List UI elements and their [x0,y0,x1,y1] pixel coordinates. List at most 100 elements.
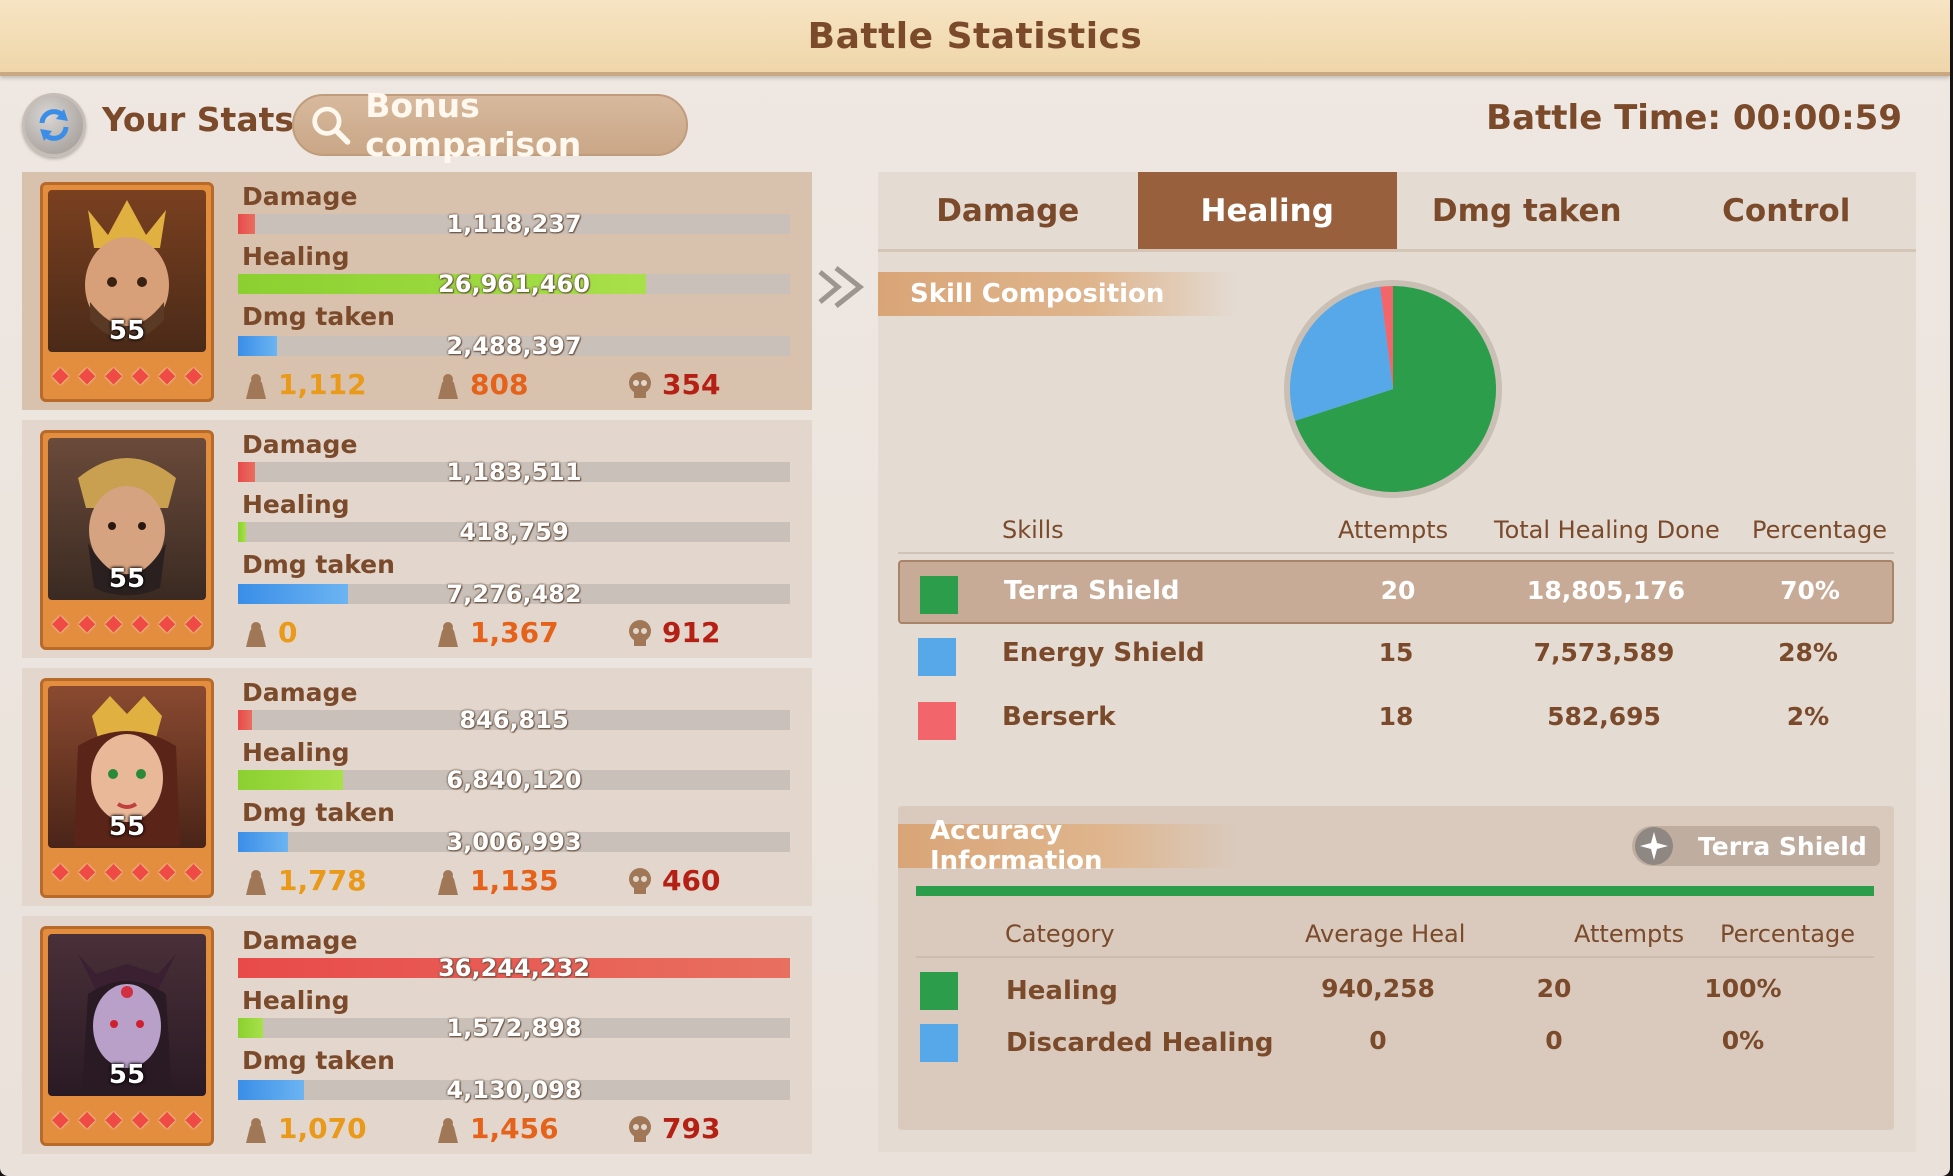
dmg-taken-bar: 4,130,098 [238,1076,790,1104]
accuracy-bar [916,886,1874,896]
search-icon [312,106,351,145]
severely-wounded-value: 1,456 [470,1112,559,1145]
healing-bar: 6,840,120 [238,766,790,794]
healing-bar: 1,572,898 [238,1014,790,1042]
damage-label: Damage [242,926,358,955]
title-bar: Battle Statistics [0,0,1950,76]
bonus-comparison-label: Bonus comparison [365,86,582,164]
damage-bar: 1,183,511 [238,458,790,486]
hero-row-2[interactable]: 55 ◆ ◆ ◆ ◆ ◆ ◆ Damage 1,183,511 Healing 418,7… [22,420,812,658]
severely-wounded-value: 1,135 [470,864,559,897]
category-header: Category [1005,920,1115,948]
bar-fill [238,1018,263,1038]
healing-value: 6,840,120 [446,766,582,794]
skill-row[interactable]: Energy Shield 15 7,573,589 28% [898,624,1894,688]
skill-attempts: 18 [1378,702,1414,731]
accuracy-banner: Accuracy Information [898,816,1238,876]
damage-label: Damage [242,182,358,211]
kills-icon [246,1117,266,1143]
dmg-taken-value: 3,006,993 [446,828,582,856]
battle-time: Battle Time: 00:00:59 [1486,98,1902,138]
stats-tabs: Damage Healing Dmg taken Control [878,172,1916,252]
skill-total: 582,695 [1547,702,1661,731]
dmg-taken-label: Dmg taken [242,550,395,579]
skill-percentage: 28% [1778,638,1838,667]
category-color-swatch [920,1024,958,1062]
bar-fill [238,214,255,234]
selected-skill-label: Terra Shield [1698,831,1867,861]
average-heal: 940,258 [1321,974,1435,1003]
sparkle-icon [1635,827,1673,865]
kills-value: 1,070 [278,1112,367,1145]
tab-dmg-taken[interactable]: Dmg taken [1431,192,1622,229]
healing-value: 26,961,460 [438,270,590,298]
bar-fill [238,274,647,294]
skill-composition-banner: Skill Composition [878,272,1238,316]
percentage-header: Percentage [1720,920,1856,948]
hero-row-4[interactable]: 55 ◆ ◆ ◆ ◆ ◆ ◆ Damage 36,244,232 Healing 1,57… [22,916,812,1154]
skull-icon [629,619,651,646]
category-percentage: 0% [1721,1026,1765,1055]
pie-slice-berserk [1380,286,1393,389]
kills-icon [246,621,266,647]
skill-row[interactable]: Berserk 18 582,695 2% [898,688,1894,752]
refresh-icon[interactable] [22,93,86,157]
hero-portrait-frame: 55 ◆ ◆ ◆ ◆ ◆ ◆ [40,430,214,650]
skill-selector[interactable]: Terra Shield [1632,826,1880,866]
skill-attempts: 20 [1380,576,1416,605]
hero-portrait-frame: 55 ◆ ◆ ◆ ◆ ◆ ◆ [40,182,214,402]
star-rating: ◆ ◆ ◆ ◆ ◆ ◆ [51,858,203,884]
tab-control[interactable]: Control [1722,192,1851,229]
hero-row-3[interactable]: 55 ◆ ◆ ◆ ◆ ◆ ◆ Damage 846,815 Healing 6,840,1… [22,668,812,906]
kills-icon [246,373,266,399]
hero-portrait: 55 [48,438,206,600]
dead-stat: 354 [624,368,720,401]
wounded-icon [438,373,458,399]
damage-bar: 36,244,232 [238,954,790,982]
skill-pie-chart [1284,280,1502,498]
skill-attempts: 15 [1378,638,1414,667]
your-stats-label[interactable]: Your Stats [102,100,295,139]
hero-portrait: 55 [48,190,206,352]
dmg-taken-bar: 2,488,397 [238,332,790,360]
bonus-comparison-button[interactable]: Bonus comparison [292,86,688,164]
kills-stat: 0 [240,616,297,649]
bar-fill [238,584,349,604]
percentage-header: Percentage [1752,516,1888,544]
dead-stat: 460 [624,864,720,897]
skill-row[interactable]: Terra Shield 20 18,805,176 70% [898,560,1894,624]
bar-fill [238,710,252,730]
bar-fill [238,832,288,852]
damage-label: Damage [242,430,358,459]
double-chevron-right-icon[interactable] [816,262,870,312]
hero-portrait: 55 [48,934,206,1096]
hero-portrait-frame: 55 ◆ ◆ ◆ ◆ ◆ ◆ [40,926,214,1146]
skill-color-swatch [918,638,956,676]
bar-fill [238,1080,305,1100]
skull-icon [629,371,651,398]
hero-row-1[interactable]: 55 ◆ ◆ ◆ ◆ ◆ ◆ Damage 1,118,237 Healing 26,96… [22,172,812,410]
dmg-taken-bar: 7,276,482 [238,580,790,608]
skills-header: Skills [1002,516,1064,544]
skill-composition-title: Skill Composition [910,279,1165,309]
severely-wounded-stat: 808 [432,368,528,401]
skill-percentage: 2% [1786,702,1830,731]
healing-value: 418,759 [459,518,569,546]
kills-stat: 1,778 [240,864,367,897]
hero-portrait: 55 [48,686,206,848]
tab-healing[interactable]: Healing [1137,172,1397,249]
damage-bar: 846,815 [238,706,790,734]
tab-damage[interactable]: Damage [936,192,1080,229]
bar-fill [238,770,343,790]
kills-value: 1,112 [278,368,367,401]
healing-label: Healing [242,986,350,1015]
hero-level: 55 [108,316,146,346]
damage-value: 1,118,237 [446,210,582,238]
dmg-taken-label: Dmg taken [242,798,395,827]
severely-wounded-stat: 1,456 [432,1112,559,1145]
pie-slice-terra-shield [1295,286,1496,492]
kills-stat: 1,112 [240,368,367,401]
damage-bar: 1,118,237 [238,210,790,238]
star-rating: ◆ ◆ ◆ ◆ ◆ ◆ [51,362,203,388]
dead-stat: 912 [624,616,720,649]
